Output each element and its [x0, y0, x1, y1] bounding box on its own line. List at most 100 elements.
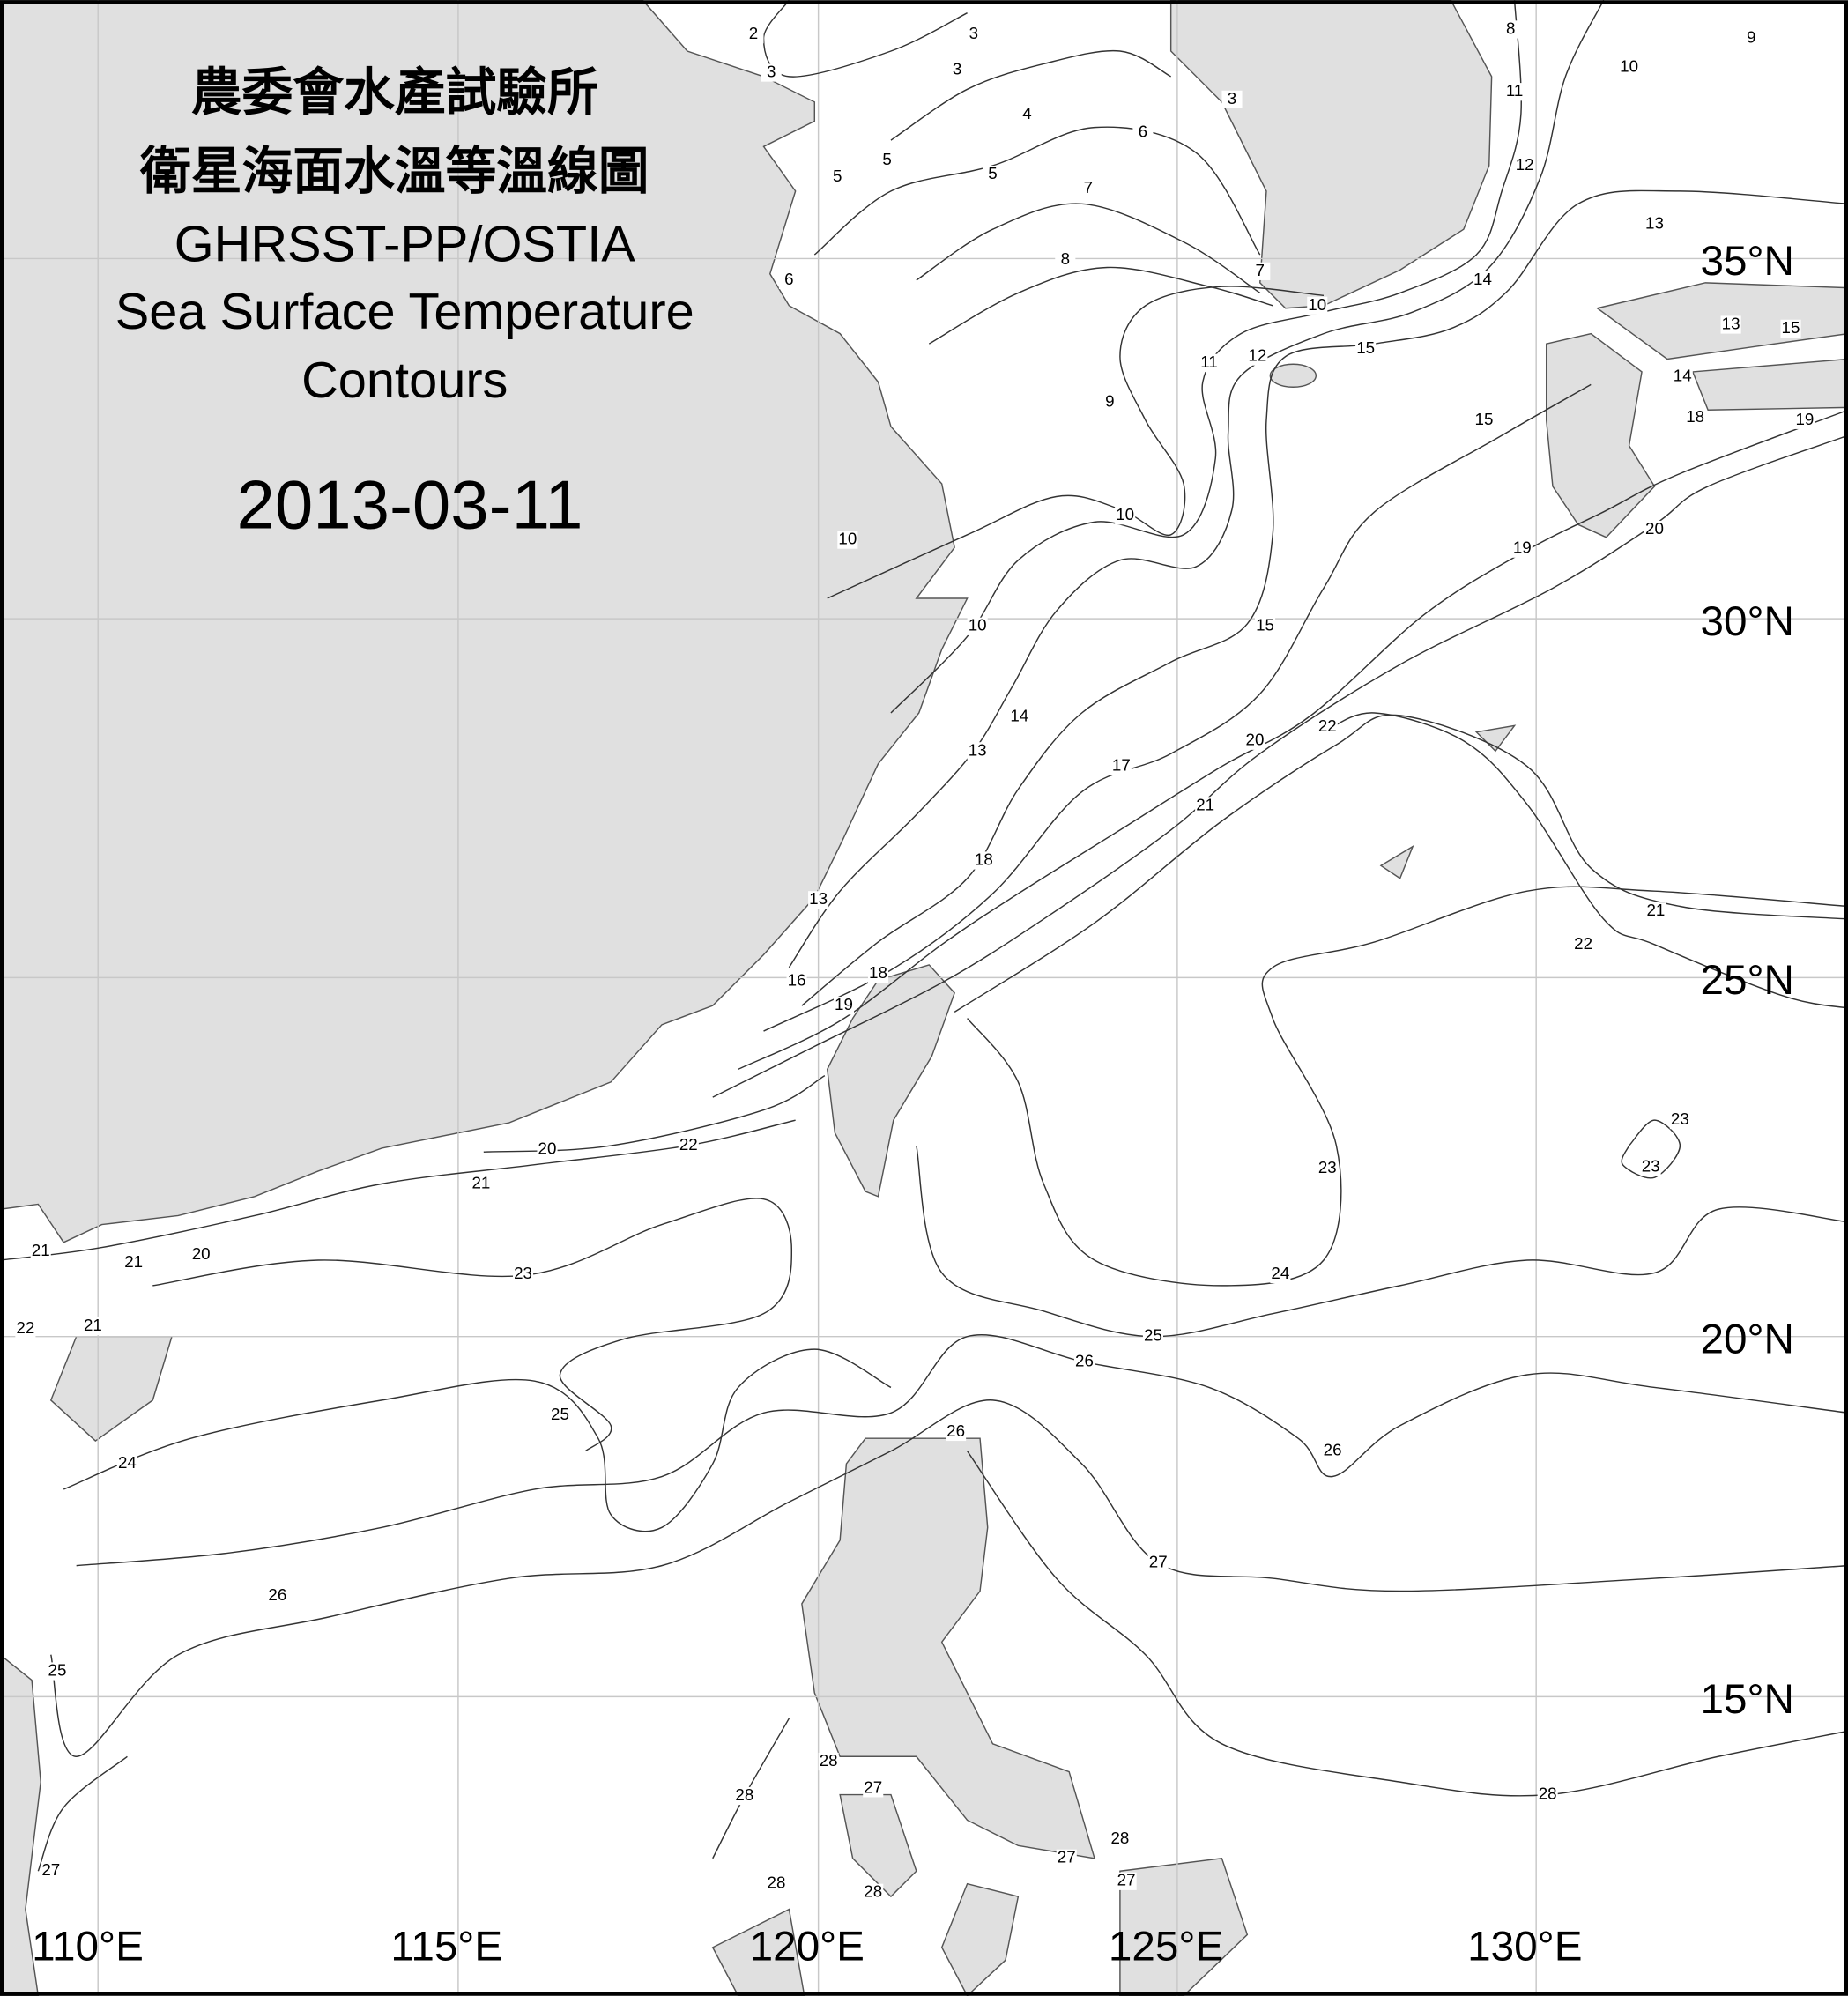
contour-label: 27 — [864, 1777, 882, 1796]
contour-label-bg — [1110, 757, 1132, 775]
contour-label: 28 — [1110, 1829, 1129, 1847]
lat-label-35: 35°N — [1700, 238, 1793, 285]
isotherm-line — [738, 409, 1848, 1071]
contour-label: 28 — [768, 1874, 786, 1892]
contour-label-bg — [41, 1862, 62, 1881]
contour-label: 24 — [118, 1453, 137, 1472]
contour-label-bg — [471, 1175, 492, 1193]
contour-label: 21 — [1646, 901, 1665, 919]
contour-label-bg — [1514, 156, 1535, 175]
contour-label: 7 — [1256, 261, 1265, 279]
contour-label-bg — [15, 1319, 36, 1339]
contour-label-bg — [946, 61, 968, 79]
contour-label: 19 — [835, 995, 853, 1013]
contour-label-bg — [30, 1242, 51, 1261]
contour-label-bg — [1009, 708, 1030, 726]
contour-label: 3 — [969, 24, 978, 42]
contour-label: 13 — [809, 889, 828, 908]
contour-label-bg — [1644, 520, 1666, 539]
contour-label-bg — [1645, 902, 1666, 921]
contour-label-bg — [1720, 315, 1741, 334]
contour-label-bg — [827, 167, 848, 187]
contour-label-bg — [1500, 20, 1521, 39]
contour-label-bg — [1016, 106, 1038, 124]
contour-label: 22 — [679, 1135, 698, 1154]
contour-label-bg — [1573, 935, 1594, 953]
contour-label-bg — [786, 972, 807, 991]
contour-label-bg — [833, 997, 855, 1015]
lon-label-110: 110°E — [32, 1923, 144, 1970]
contour-label-bg — [867, 964, 889, 983]
contour-label: 10 — [969, 616, 987, 634]
contour-label: 13 — [1722, 314, 1740, 332]
contour-label: 9 — [1105, 392, 1114, 411]
contour-label: 25 — [48, 1660, 67, 1679]
isotherm-line — [916, 1145, 1848, 1338]
contour-label-bg — [1116, 1872, 1137, 1890]
lat-label-30: 30°N — [1700, 598, 1793, 645]
contour-label-bg — [1619, 58, 1640, 77]
contour-label-bg — [123, 1253, 145, 1273]
isotherm-line — [63, 1348, 892, 1532]
land-vietnam — [0, 1653, 41, 1996]
contour-label: 25 — [1144, 1326, 1162, 1345]
contour-label-bg — [1317, 1159, 1338, 1178]
contour-label-bg — [1142, 1327, 1164, 1346]
contour-label: 18 — [975, 850, 993, 868]
contour-label: 23 — [1671, 1109, 1689, 1128]
contour-label-bg — [1472, 271, 1494, 290]
contour-label-bg — [1199, 353, 1220, 372]
contour-label-bg — [1640, 1158, 1661, 1176]
contour-label-bg — [1669, 1111, 1690, 1130]
title-contours: Contours — [301, 352, 508, 409]
contour-label: 16 — [788, 971, 806, 990]
contour-label-bg — [267, 1587, 288, 1606]
isotherm-line — [788, 0, 1605, 968]
contour-label: 5 — [988, 164, 997, 182]
isotherm-line — [483, 1074, 826, 1153]
isotherm-line — [967, 1451, 1848, 1797]
contour-label: 10 — [1620, 57, 1638, 76]
lon-label-115: 115°E — [390, 1923, 502, 1970]
contour-label-bg — [537, 1140, 558, 1159]
contour-label-bg — [1504, 83, 1525, 101]
contour-label-bg — [190, 1246, 212, 1265]
contour-label-bg — [967, 742, 988, 761]
contour-lines — [0, 0, 1848, 1872]
contour-label-bg — [1511, 539, 1533, 558]
contour-label: 20 — [1645, 519, 1664, 538]
contour-label: 8 — [1506, 19, 1515, 37]
contour-label: 20 — [538, 1139, 557, 1157]
land-samar — [1119, 1857, 1249, 1996]
contour-label: 21 — [124, 1252, 143, 1271]
contour-label: 3 — [767, 63, 776, 81]
lat-label-25: 25°N — [1700, 957, 1793, 1004]
contour-label: 3 — [953, 60, 961, 78]
contour-label-bg — [946, 1422, 967, 1442]
contour-label: 15 — [1782, 318, 1800, 337]
contour-label: 23 — [1318, 1158, 1337, 1176]
contour-label-bg — [808, 891, 829, 909]
contour-label: 11 — [1200, 352, 1217, 371]
contour-label-bg — [1644, 215, 1666, 234]
contour-label-bg — [863, 1779, 884, 1798]
contour-label: 21 — [84, 1316, 102, 1334]
contour-label-bg — [1250, 262, 1271, 280]
lon-label-120: 120°E — [750, 1923, 865, 1970]
contour-label: 3 — [1228, 89, 1236, 108]
contour-label: 15 — [1475, 410, 1494, 428]
isotherm-line — [762, 0, 968, 78]
contour-label: 26 — [1075, 1351, 1094, 1369]
contour-label: 14 — [1674, 367, 1692, 385]
contour-label: 8 — [1061, 249, 1070, 268]
contour-label: 5 — [882, 150, 891, 168]
contour-label: 20 — [1246, 731, 1265, 749]
contour-label: 27 — [1117, 1871, 1136, 1889]
isotherm-line — [37, 1755, 128, 1872]
contour-label: 10 — [1308, 295, 1326, 314]
contour-label: 12 — [1248, 346, 1266, 365]
